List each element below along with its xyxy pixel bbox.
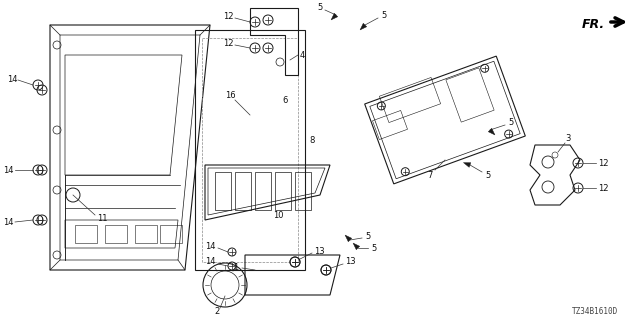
Text: 7: 7 xyxy=(428,171,433,180)
Bar xyxy=(215,172,231,210)
Bar xyxy=(275,172,291,210)
Polygon shape xyxy=(463,163,471,167)
Text: 5: 5 xyxy=(371,244,376,252)
Text: 12: 12 xyxy=(223,38,233,47)
Polygon shape xyxy=(331,13,338,20)
Text: 12: 12 xyxy=(598,158,608,167)
Polygon shape xyxy=(488,128,495,135)
Text: 14: 14 xyxy=(205,242,215,251)
Text: 5: 5 xyxy=(381,11,387,20)
Text: 5: 5 xyxy=(508,117,514,126)
Bar xyxy=(235,172,251,210)
Text: 4: 4 xyxy=(300,51,305,60)
Text: 12: 12 xyxy=(223,12,233,20)
Polygon shape xyxy=(345,235,352,242)
Text: 5: 5 xyxy=(317,3,323,12)
Text: 1: 1 xyxy=(234,262,239,271)
Text: 12: 12 xyxy=(598,183,608,193)
Polygon shape xyxy=(353,243,360,250)
Text: 13: 13 xyxy=(345,258,355,267)
Text: 14: 14 xyxy=(3,218,13,227)
Text: 14: 14 xyxy=(205,258,215,267)
Bar xyxy=(75,225,97,243)
Bar xyxy=(105,225,127,243)
Text: FR.: FR. xyxy=(582,18,605,30)
Bar xyxy=(160,225,182,243)
Text: 10: 10 xyxy=(273,211,284,220)
Polygon shape xyxy=(360,23,367,30)
Text: 11: 11 xyxy=(97,213,108,222)
Bar xyxy=(135,225,157,243)
Text: 14: 14 xyxy=(7,75,17,84)
Text: 14: 14 xyxy=(3,165,13,174)
Text: 5: 5 xyxy=(485,171,491,180)
Text: 5: 5 xyxy=(365,231,371,241)
Text: 13: 13 xyxy=(314,246,324,255)
Text: 6: 6 xyxy=(282,95,288,105)
Text: TZ34B1610D: TZ34B1610D xyxy=(572,308,618,316)
Bar xyxy=(295,172,311,210)
Text: 16: 16 xyxy=(225,91,236,100)
Text: 2: 2 xyxy=(214,308,220,316)
Bar xyxy=(255,172,271,210)
Text: 3: 3 xyxy=(565,133,571,142)
Bar xyxy=(202,38,298,262)
Text: 8: 8 xyxy=(309,135,315,145)
